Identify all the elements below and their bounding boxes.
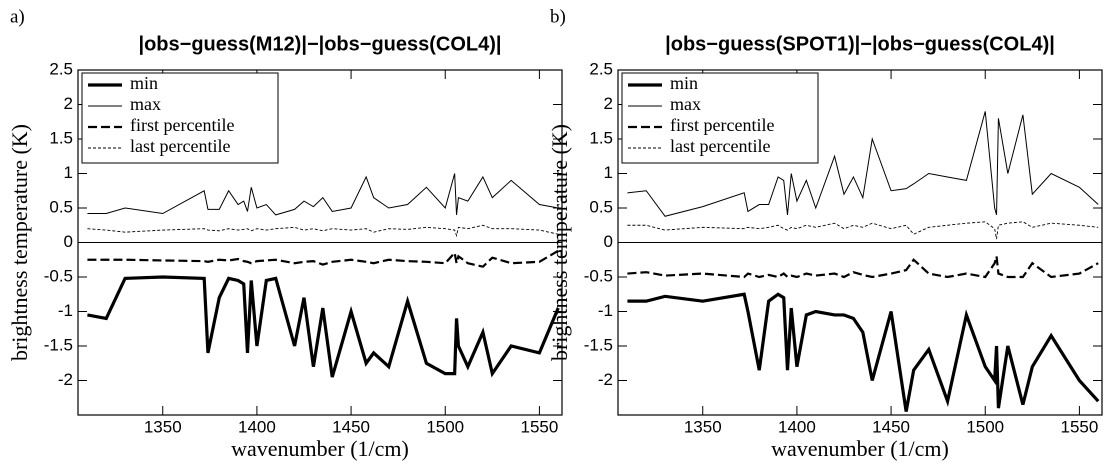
legend-label: min — [670, 73, 698, 93]
y-tick-label: 0 — [64, 232, 73, 251]
chart-title: |obs−guess(SPOT1)|−|obs−guess(COL4)| — [665, 33, 1055, 55]
y-tick-label: 1 — [64, 163, 73, 182]
x-tick-label: 1500 — [426, 417, 464, 436]
x-tick-label: 1350 — [684, 417, 722, 436]
y-tick-label: -2 — [598, 370, 613, 389]
panel-label: a) — [10, 6, 25, 27]
legend-label: last percentile — [670, 136, 770, 156]
y-tick-label: -1 — [58, 301, 73, 320]
panel-label: b) — [550, 6, 566, 27]
x-tick-label: 1450 — [332, 417, 370, 436]
y-tick-label: 1.5 — [49, 128, 73, 147]
y-tick-label: 2.5 — [589, 59, 613, 78]
x-tick-label: 1350 — [144, 417, 182, 436]
legend-label: first percentile — [130, 115, 234, 135]
series-line — [627, 292, 1100, 412]
y-tick-label: 0 — [604, 232, 613, 251]
series-line — [87, 224, 559, 238]
series-line — [87, 249, 559, 268]
x-axis-label: wavenumber (1/cm) — [231, 436, 409, 461]
y-tick-label: -0.5 — [44, 266, 73, 285]
y-tick-label: 0.5 — [589, 197, 613, 216]
legend-label: first percentile — [670, 115, 774, 135]
series-line — [87, 173, 559, 216]
panel: b) |obs−guess(SPOT1)|−|obs−guess(COL4)| wa… — [547, 6, 1103, 461]
y-axis-label: brightness temperature (K) — [547, 124, 572, 361]
series-line — [627, 111, 1099, 217]
plot-frame — [617, 69, 1103, 416]
x-tick-label: 1400 — [238, 417, 276, 436]
y-tick-label: -2 — [58, 370, 73, 389]
y-tick-label: 1 — [604, 163, 613, 182]
x-tick-label: 1500 — [966, 417, 1004, 436]
chart-title: |obs−guess(M12)|−|obs−guess(COL4)| — [138, 33, 501, 55]
legend-label: max — [670, 94, 701, 114]
y-tick-label: 2.5 — [49, 59, 73, 78]
x-tick-label: 1550 — [520, 417, 558, 436]
plot-frame — [77, 69, 563, 416]
x-axis-label: wavenumber (1/cm) — [771, 436, 949, 461]
y-tick-label: -1 — [598, 301, 613, 320]
legend-label: last percentile — [130, 136, 230, 156]
series-line — [87, 275, 560, 378]
y-axis-label: brightness temperature (K) — [7, 124, 32, 361]
y-tick-label: 2 — [604, 94, 613, 113]
y-tick-label: 0.5 — [49, 197, 73, 216]
y-tick-label: 2 — [64, 94, 73, 113]
x-tick-label: 1400 — [778, 417, 816, 436]
panel: a) |obs−guess(M12)|−|obs−guess(COL4)| wave… — [7, 6, 563, 461]
y-tick-label: -0.5 — [584, 266, 613, 285]
y-tick-label: -1.5 — [44, 335, 73, 354]
y-tick-label: -1.5 — [584, 335, 613, 354]
legend-label: max — [130, 94, 161, 114]
x-tick-label: 1450 — [872, 417, 910, 436]
x-tick-label: 1550 — [1060, 417, 1098, 436]
series-line — [627, 221, 1099, 240]
legend-label: min — [130, 73, 158, 93]
y-tick-label: 1.5 — [589, 128, 613, 147]
series-line — [627, 256, 1099, 279]
